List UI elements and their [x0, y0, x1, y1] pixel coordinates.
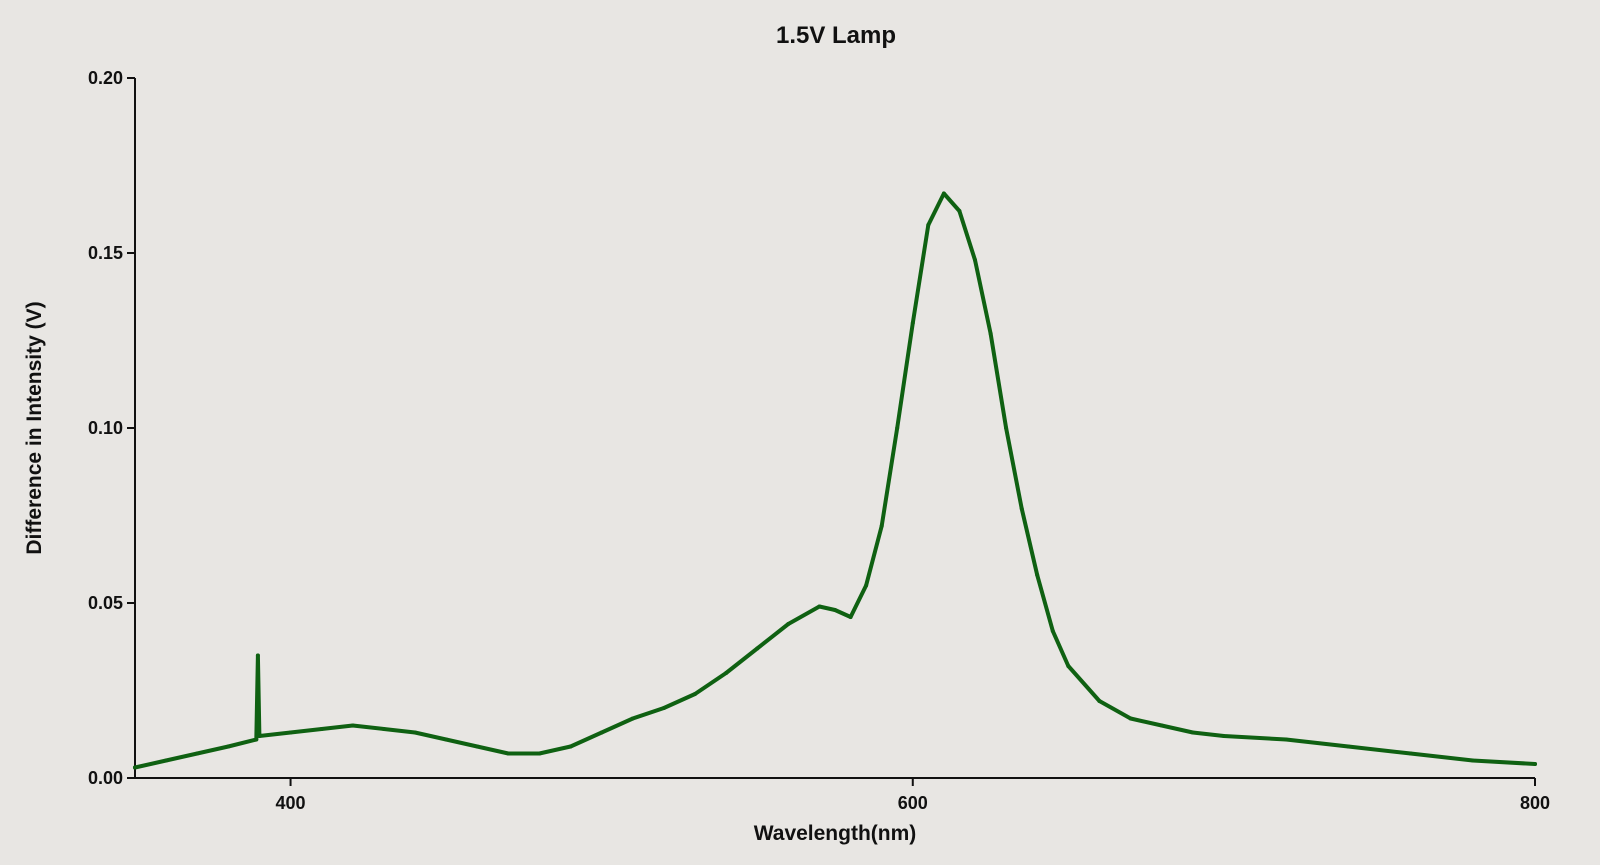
data-point: [1221, 734, 1226, 738]
data-point: [288, 730, 293, 735]
chart-title: 1.5V Lamp: [776, 22, 896, 49]
x-tick-label: 400: [276, 793, 306, 813]
data-point: [255, 653, 260, 658]
x-tick-label: 800: [1520, 793, 1550, 813]
series-layer: [133, 191, 1537, 770]
data-point: [226, 744, 231, 749]
data-point: [1019, 506, 1024, 511]
data-point: [1050, 629, 1055, 633]
data-point: [1408, 751, 1413, 756]
data-point: [910, 321, 915, 325]
data-point: [381, 727, 386, 731]
data-point: [475, 744, 480, 749]
data-point: [319, 727, 324, 731]
data-point: [941, 191, 946, 196]
data-point: [350, 723, 355, 728]
data-point: [879, 524, 884, 528]
data-point: [1470, 758, 1475, 763]
data-point: [444, 737, 449, 742]
data-point: [988, 331, 993, 336]
data-point: [599, 730, 604, 735]
y-tick-label: 0.20: [88, 68, 123, 88]
data-point: [506, 751, 511, 756]
data-point: [164, 758, 169, 763]
ticks: 0.00 0.05 0.10 0.15 0.20 400 600 800: [88, 68, 1550, 813]
data-point: [1159, 723, 1164, 728]
data-point: [973, 258, 977, 262]
data-point: [1533, 762, 1537, 766]
data-point: [786, 622, 791, 626]
y-tick-label: 0.05: [88, 593, 123, 613]
data-point: [1128, 716, 1133, 721]
data-point: [926, 223, 931, 227]
data-point: [848, 615, 853, 619]
data-point: [195, 751, 200, 756]
data-point: [630, 716, 635, 721]
data-point: [957, 209, 962, 213]
data-point: [1035, 573, 1040, 577]
data-point: [257, 734, 262, 738]
data-point: [133, 765, 137, 770]
y-tick-label: 0.10: [88, 418, 123, 438]
data-point: [661, 706, 666, 710]
data-point: [693, 692, 697, 696]
x-axis-label: Wavelength(nm): [754, 822, 917, 845]
data-point: [817, 604, 822, 609]
y-tick-label: 0.15: [88, 243, 123, 263]
data-point: [833, 608, 837, 612]
axes: [134, 78, 1535, 779]
data-point: [724, 671, 729, 675]
y-tick-label: 0.00: [88, 768, 123, 788]
data-point: [537, 751, 542, 756]
series-line: [133, 191, 1537, 770]
data-point: [864, 583, 869, 588]
data-point: [1284, 737, 1289, 742]
data-point: [568, 744, 573, 749]
data-point: [413, 730, 417, 735]
data-point: [755, 646, 760, 651]
data-point: [254, 737, 259, 742]
data-point: [1004, 426, 1009, 430]
y-axis-label: Difference in Intensity (V): [23, 301, 46, 554]
data-point: [1066, 664, 1071, 668]
data-point: [1190, 730, 1195, 735]
x-tick-label: 600: [898, 793, 928, 813]
data-point: [1097, 699, 1102, 703]
data-point: [1346, 744, 1351, 749]
data-point: [895, 426, 900, 430]
